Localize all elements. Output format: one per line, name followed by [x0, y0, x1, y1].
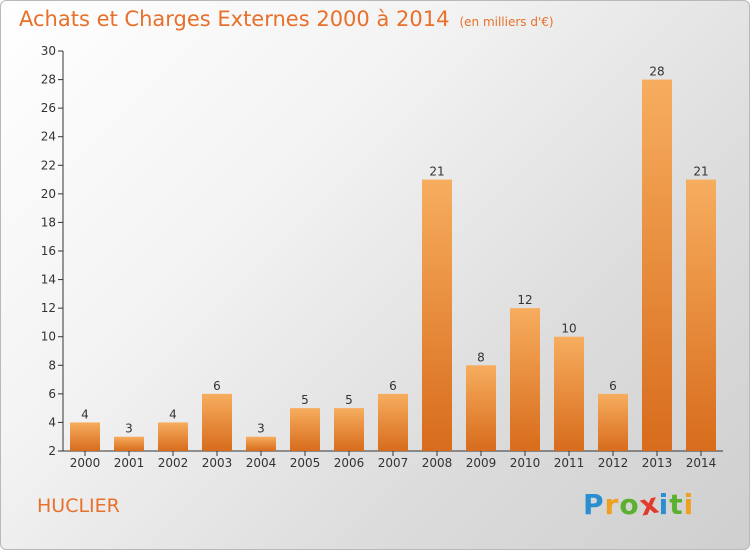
y-tick-label: 16 [41, 244, 56, 258]
y-tick-label: 18 [41, 215, 56, 229]
x-tick-label: 2006 [334, 456, 365, 470]
y-tick-label: 24 [41, 130, 56, 144]
unit-note: (en milliers d'€) [459, 15, 554, 29]
bar [378, 393, 408, 451]
x-tick-label: 2005 [290, 456, 321, 470]
y-tick-label: 6 [48, 387, 56, 401]
bar-value-label: 5 [345, 393, 353, 407]
x-tick-label: 2001 [114, 456, 145, 470]
logo-letter: i [658, 488, 670, 521]
bar [202, 393, 232, 451]
x-tick-label: 2008 [422, 456, 453, 470]
labels: 4 2000 3 2001 4 2002 6 2003 3 2004 5 2005 5 2006 6 2007… [70, 65, 717, 470]
proxiti-logo[interactable]: Proxiti [583, 486, 695, 522]
bar [510, 308, 540, 451]
bar-value-label: 3 [125, 422, 133, 436]
x-tick-label: 2010 [510, 456, 541, 470]
bar [70, 422, 100, 451]
bar [290, 408, 320, 451]
x-tick-label: 2009 [466, 456, 497, 470]
x-tick-label: 2007 [378, 456, 409, 470]
y-tick-label: 12 [41, 301, 56, 315]
bar [598, 393, 628, 451]
bar [686, 179, 716, 452]
x-tick-label: 2000 [70, 456, 101, 470]
y-tick-label: 22 [41, 158, 56, 172]
bar-value-label: 21 [429, 165, 444, 179]
x-tick-label: 2013 [642, 456, 673, 470]
y-tick-label: 30 [41, 44, 56, 58]
logo-letter: P [583, 488, 605, 521]
bar-value-label: 8 [477, 350, 485, 364]
x-tick-label: 2004 [246, 456, 277, 470]
logo-letter: o [619, 488, 640, 521]
bar [466, 365, 496, 451]
bar-value-label: 6 [213, 379, 221, 393]
bar [246, 436, 276, 451]
chart-title-block: Achats et Charges Externes 2000 à 2014 (e… [19, 7, 554, 31]
y-tick-label: 20 [41, 187, 56, 201]
x-tick-label: 2011 [554, 456, 585, 470]
x-tick-label: 2002 [158, 456, 189, 470]
y-tick-label: 2 [48, 444, 56, 458]
bar-value-label: 28 [649, 65, 664, 79]
bar-value-label: 12 [517, 293, 532, 307]
x-tick-label: 2012 [598, 456, 629, 470]
bar [114, 436, 144, 451]
chart-title: Achats et Charges Externes 2000 à 2014 [19, 7, 450, 31]
place-name: HUCLIER [37, 495, 120, 517]
y-tick-label: 14 [41, 273, 56, 287]
y-tick-label: 26 [41, 101, 56, 115]
bar-value-label: 10 [561, 322, 576, 336]
bar-value-label: 21 [693, 165, 708, 179]
logo-letter: i [683, 488, 695, 521]
logo-letter: t [669, 488, 684, 521]
bar-value-label: 5 [301, 393, 309, 407]
bars [70, 79, 716, 452]
bar-value-label: 6 [609, 379, 617, 393]
x-tick-label: 2014 [686, 456, 717, 470]
logo-letter: r [604, 488, 620, 521]
x-tick-label: 2003 [202, 456, 233, 470]
y-tick-label: 28 [41, 73, 56, 87]
bar [422, 179, 452, 452]
bar [158, 422, 188, 451]
bar-value-label: 4 [169, 407, 177, 421]
y-tick-label: 10 [41, 330, 56, 344]
bar [554, 336, 584, 451]
bar [642, 79, 672, 452]
bar-value-label: 6 [389, 379, 397, 393]
bar-value-label: 3 [257, 422, 265, 436]
bar [334, 408, 364, 451]
y-tick-label: 4 [48, 415, 56, 429]
y-tick-label: 8 [48, 358, 56, 372]
bar-value-label: 4 [81, 407, 89, 421]
